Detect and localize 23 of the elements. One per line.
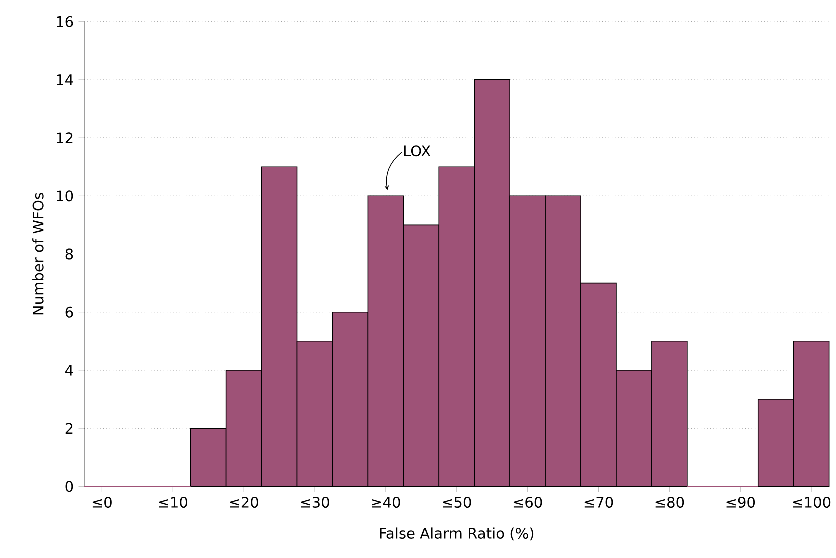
y-tick-label: 16 <box>57 16 74 28</box>
x-tick-label: ≤100 <box>793 496 831 508</box>
x-tick-label: ≤60 <box>514 496 542 508</box>
x-tick-label: ≤30 <box>301 496 330 508</box>
y-tick-label: 0 <box>66 481 74 492</box>
annotation: LOX <box>404 146 431 157</box>
x-tick-label: ≤0 <box>92 496 112 508</box>
x-tick-label: ≤90 <box>726 496 756 508</box>
x-tick-label: ≤50 <box>443 496 472 508</box>
x-tick-label: ≤20 <box>230 496 258 508</box>
y-tick-label: 6 <box>66 306 74 318</box>
x-tick-label: ≤80 <box>656 496 684 508</box>
y-tick-label: 12 <box>57 132 73 144</box>
y-axis-title: Number of WFOs <box>32 193 44 315</box>
y-tick-label: 14 <box>57 74 74 86</box>
x-tick-label: ≥40 <box>372 496 400 508</box>
x-axis-title: False Alarm Ratio (%) <box>380 528 534 541</box>
y-tick-label: 4 <box>66 365 74 376</box>
x-tick-label: ≤10 <box>159 496 188 508</box>
y-tick-label: 2 <box>66 423 73 434</box>
x-tick-label: ≤70 <box>584 496 614 508</box>
y-tick-label: 8 <box>66 248 74 260</box>
y-tick-label: 10 <box>57 190 74 202</box>
